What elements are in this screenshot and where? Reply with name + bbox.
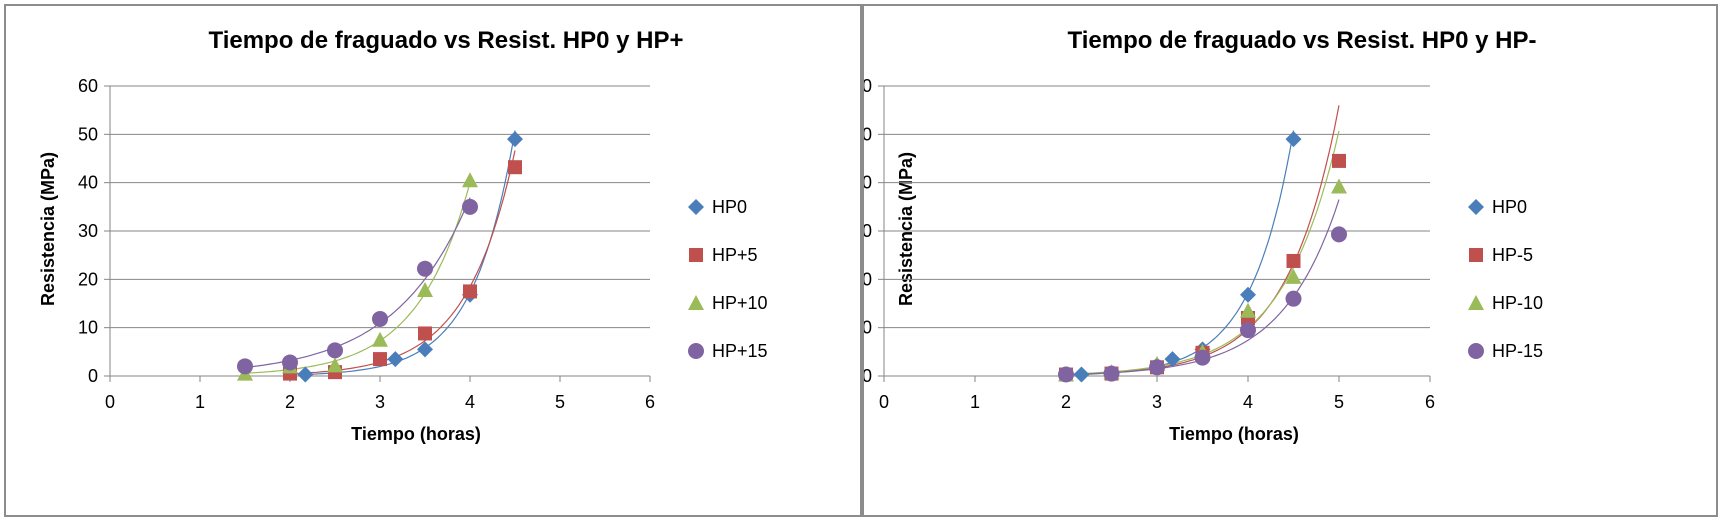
legend-label-hp-15: HP+15 bbox=[712, 341, 768, 361]
point-hp0 bbox=[1285, 131, 1302, 148]
point-hp-15 bbox=[327, 342, 343, 359]
y-tick-label: 20 bbox=[78, 269, 98, 289]
y-tick-label: 40 bbox=[78, 173, 98, 193]
point-hp0 bbox=[297, 366, 314, 383]
legend-label-hp-10: HP-10 bbox=[1492, 293, 1543, 313]
legend-marker-hp-10 bbox=[688, 295, 704, 310]
x-tick-label: 5 bbox=[555, 392, 565, 412]
trendline-hp0 bbox=[305, 130, 516, 375]
point-hp0 bbox=[387, 351, 404, 368]
y-tick-label: 50 bbox=[864, 124, 872, 144]
x-axis-title: Tiempo (horas) bbox=[351, 424, 481, 444]
trendline-hp-15 bbox=[244, 197, 471, 369]
point-hp-5 bbox=[373, 352, 387, 367]
legend-marker-hp-5 bbox=[1469, 248, 1483, 262]
point-hp-15 bbox=[282, 354, 298, 371]
chart-plus: Tiempo de fraguado vs Resist. HP0 y HP+ … bbox=[38, 27, 768, 444]
trendline-hp-5 bbox=[1065, 105, 1340, 376]
x-tick-label: 3 bbox=[375, 392, 385, 412]
chart-panel-minus: Tiempo de fraguado vs Resist. HP0 y HP- … bbox=[862, 4, 1718, 517]
x-tick-label: 1 bbox=[195, 392, 205, 412]
x-tick-label: 2 bbox=[285, 392, 295, 412]
point-hp0 bbox=[1073, 366, 1090, 383]
legend-label-hp-15: HP-15 bbox=[1492, 341, 1543, 361]
x-tick-label: 4 bbox=[465, 392, 475, 412]
chart-panel-plus: Tiempo de fraguado vs Resist. HP0 y HP+ … bbox=[4, 4, 862, 517]
y-tick-label: 0 bbox=[88, 366, 98, 386]
y-tick-label: 60 bbox=[864, 76, 872, 96]
chart-minus: Tiempo de fraguado vs Resist. HP0 y HP- … bbox=[864, 27, 1543, 444]
point-hp-10 bbox=[327, 357, 343, 373]
point-hp-5 bbox=[508, 160, 522, 175]
legend-marker-hp-5 bbox=[689, 248, 703, 262]
chart-title: Tiempo de fraguado vs Resist. HP0 y HP+ bbox=[208, 27, 683, 54]
legend-label-hp-10: HP+10 bbox=[712, 293, 768, 313]
legend-marker-hp-15 bbox=[688, 343, 704, 359]
point-hp-5 bbox=[418, 326, 432, 341]
point-hp-5 bbox=[1332, 153, 1346, 168]
point-hp-15 bbox=[417, 260, 433, 277]
x-tick-label: 4 bbox=[1243, 392, 1253, 412]
chart-title: Tiempo de fraguado vs Resist. HP0 y HP- bbox=[1067, 27, 1536, 54]
point-hp-10 bbox=[417, 281, 433, 297]
point-hp-10 bbox=[1285, 268, 1302, 284]
point-hp-5 bbox=[463, 284, 477, 299]
legend-marker-hp-15 bbox=[1468, 343, 1484, 359]
y-tick-label: 30 bbox=[78, 221, 98, 241]
point-hp-15 bbox=[1240, 322, 1256, 339]
point-hp-15 bbox=[237, 358, 253, 375]
y-axis-title: Resistencia (MPa) bbox=[38, 152, 58, 306]
trendline-hp-10 bbox=[244, 182, 471, 374]
point-hp-15 bbox=[1058, 366, 1074, 383]
point-hp-10 bbox=[1240, 302, 1256, 318]
legend-label-hp-5: HP+5 bbox=[712, 245, 758, 265]
point-hp0 bbox=[1164, 351, 1181, 368]
point-hp-15 bbox=[1149, 359, 1165, 376]
legend-label-hp0: HP0 bbox=[1492, 197, 1527, 217]
point-hp-15 bbox=[1285, 290, 1302, 307]
trendline-hp0 bbox=[1081, 130, 1295, 375]
legend-marker-hp-10 bbox=[1468, 295, 1484, 310]
trendline-hp-5 bbox=[289, 150, 516, 375]
point-hp-15 bbox=[462, 198, 478, 215]
y-tick-label: 0 bbox=[864, 366, 872, 386]
x-tick-label: 6 bbox=[645, 392, 655, 412]
point-hp-5 bbox=[1286, 253, 1301, 268]
point-hp-15 bbox=[1331, 226, 1347, 243]
y-tick-label: 50 bbox=[78, 124, 98, 144]
x-axis-title: Tiempo (horas) bbox=[1169, 424, 1299, 444]
x-tick-label: 0 bbox=[879, 392, 889, 412]
x-tick-label: 0 bbox=[105, 392, 115, 412]
point-hp-15 bbox=[1194, 349, 1211, 366]
x-tick-label: 6 bbox=[1425, 392, 1435, 412]
point-hp-15 bbox=[372, 310, 388, 327]
legend-label-hp-5: HP-5 bbox=[1492, 245, 1533, 265]
y-tick-label: 40 bbox=[864, 173, 872, 193]
x-tick-label: 2 bbox=[1061, 392, 1071, 412]
y-tick-label: 30 bbox=[864, 221, 872, 241]
x-tick-label: 5 bbox=[1334, 392, 1344, 412]
y-tick-label: 20 bbox=[864, 269, 872, 289]
legend-marker-hp0 bbox=[688, 199, 704, 215]
point-hp-15 bbox=[1103, 365, 1120, 382]
point-hp0 bbox=[507, 131, 523, 148]
point-hp-10 bbox=[1331, 178, 1347, 194]
y-tick-label: 10 bbox=[864, 318, 872, 338]
y-tick-label: 60 bbox=[78, 76, 98, 96]
point-hp0 bbox=[1240, 286, 1256, 303]
legend-label-hp0: HP0 bbox=[712, 197, 747, 217]
y-axis-title: Resistencia (MPa) bbox=[896, 152, 916, 306]
point-hp-10 bbox=[372, 331, 388, 347]
y-tick-label: 10 bbox=[78, 318, 98, 338]
point-hp-10 bbox=[462, 172, 478, 188]
x-tick-label: 1 bbox=[970, 392, 980, 412]
x-tick-label: 3 bbox=[1152, 392, 1162, 412]
point-hp0 bbox=[417, 341, 433, 358]
legend-marker-hp0 bbox=[1468, 199, 1484, 215]
